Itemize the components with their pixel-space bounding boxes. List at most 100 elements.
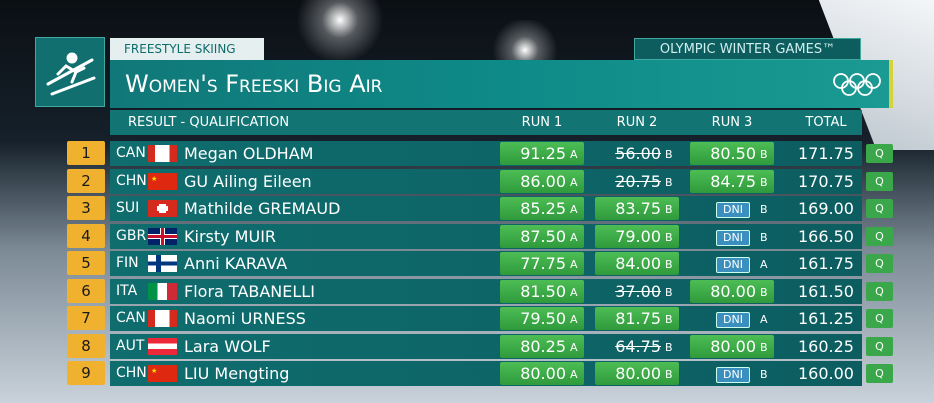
jump: B [665, 368, 673, 381]
athlete-name: Megan OLDHAM [184, 144, 314, 163]
score: DNI [716, 367, 750, 383]
jump: A [570, 175, 578, 189]
score: 56.00 [615, 144, 661, 163]
jump: A [760, 313, 768, 326]
noc: AUT [116, 337, 145, 354]
score: DNI [716, 312, 750, 328]
qualified-box: Q [866, 144, 893, 163]
light-glow [280, 0, 400, 60]
qualified-box: Q [866, 226, 893, 246]
qualified-box: Q [866, 336, 893, 356]
jump: A [570, 285, 578, 299]
qualified-box: Q [866, 281, 893, 301]
run-box [500, 142, 584, 165]
jump: B [760, 203, 768, 216]
logo-box [35, 37, 105, 107]
score: DNI [716, 229, 750, 246]
total: 171.75 [798, 144, 854, 163]
olympic-rings [833, 73, 881, 96]
run-box [595, 197, 679, 220]
total: 170.75 [798, 171, 854, 191]
jump: B [760, 285, 768, 299]
score: 80.00 [710, 336, 756, 356]
rank-box: 1 [67, 141, 105, 165]
run-box [500, 307, 584, 330]
score: 80.00 [520, 364, 566, 383]
jump: A [570, 258, 578, 271]
run-box [500, 334, 584, 358]
flag [148, 282, 177, 300]
qualified-box: Q [866, 171, 893, 191]
column-header: RUN 2 [616, 115, 658, 130]
score: 80.25 [520, 336, 566, 356]
noc: CHN [116, 365, 147, 381]
subtitle: RESULT - QUALIFICATION [128, 115, 290, 130]
run-box [690, 334, 774, 358]
score: 81.75 [615, 309, 661, 328]
skier-icon [46, 52, 96, 96]
noc: CHN [116, 172, 147, 189]
jump: B [760, 340, 768, 354]
athlete-name: LIU Mengting [184, 364, 290, 383]
jump: A [570, 148, 578, 161]
jump: B [665, 203, 673, 216]
athlete-name: Kirsty MUIR [184, 226, 277, 246]
noc: SUI [116, 200, 140, 216]
athlete-name: Lara WOLF [184, 336, 271, 356]
athlete-name: Flora TABANELLI [184, 281, 315, 301]
title: Women's Freeski Big Air [125, 70, 383, 98]
total: 161.75 [798, 254, 854, 273]
rank-box: 3 [67, 196, 105, 220]
jump: B [760, 230, 768, 244]
jump: B [760, 368, 768, 381]
score: 87.50 [520, 226, 566, 246]
score: DNI [716, 257, 750, 273]
score: 86.00 [520, 171, 566, 191]
noc: CAN [116, 310, 146, 326]
score: 83.75 [615, 199, 661, 218]
jump: B [665, 258, 673, 271]
jump: B [665, 313, 673, 326]
flag [148, 310, 177, 327]
score: 80.00 [710, 281, 756, 301]
event-tag: OLYMPIC WINTER GAMES™ [634, 38, 861, 60]
rank-box: 4 [67, 223, 105, 248]
score: 91.25 [520, 144, 566, 163]
rank-box: 2 [67, 168, 105, 193]
run-box [690, 169, 774, 193]
score: 20.75 [615, 171, 661, 191]
run-box [500, 362, 584, 385]
run-box [690, 142, 774, 165]
athlete-name: GU Ailing Eileen [184, 171, 312, 191]
run-box [500, 252, 584, 275]
jump: A [760, 258, 768, 271]
jump: A [570, 203, 578, 216]
flag [148, 227, 177, 245]
jump: B [760, 148, 768, 161]
title-bar [110, 60, 893, 108]
score: 77.75 [520, 254, 566, 273]
noc: FIN [116, 255, 139, 271]
athlete-name: Anni KARAVA [184, 254, 288, 273]
run-box [595, 307, 679, 330]
flag: ★ [148, 365, 177, 382]
jump: A [570, 340, 578, 354]
run-box [500, 169, 584, 193]
athlete-name: Naomi URNESS [184, 309, 306, 328]
jump: B [665, 340, 673, 354]
score: 64.75 [615, 336, 661, 356]
rank-box: 6 [67, 278, 105, 303]
athlete-name: Mathilde GREMAUD [184, 199, 341, 218]
score: 81.50 [520, 281, 566, 301]
noc: GBR [116, 227, 147, 244]
run-box [500, 279, 584, 303]
noc: ITA [116, 282, 138, 299]
score: 80.00 [615, 364, 661, 383]
flag: ★ [148, 172, 177, 190]
flag [148, 337, 177, 355]
jump: B [665, 285, 673, 299]
total: 160.00 [798, 364, 854, 383]
jump: A [570, 230, 578, 244]
category-tag: FREESTYLE SKIING [110, 38, 264, 60]
